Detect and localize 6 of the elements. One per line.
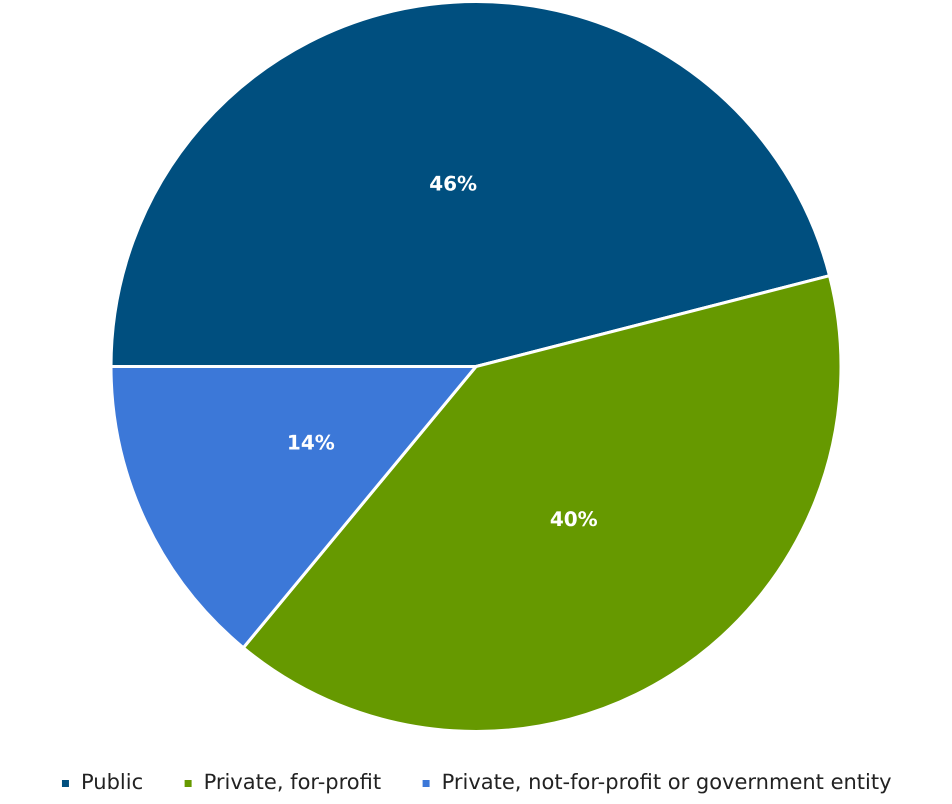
legend-label: Private, not-for-profit or government entity xyxy=(442,770,892,794)
data-label: 14% xyxy=(286,430,335,454)
legend-label: Private, for-profit xyxy=(204,770,382,794)
data-label: 40% xyxy=(550,506,598,531)
data-label: 46% xyxy=(429,172,478,196)
legend-label: Public xyxy=(80,770,144,794)
